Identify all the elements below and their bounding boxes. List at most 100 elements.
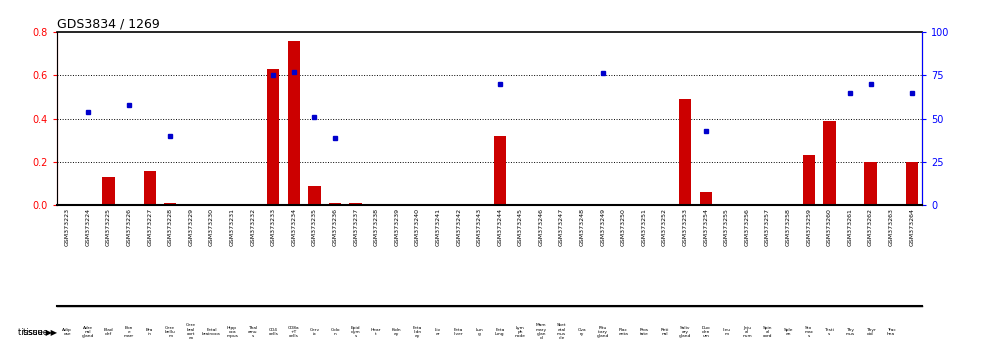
- Text: Thy
mus: Thy mus: [845, 328, 854, 336]
- Bar: [288, 41, 300, 205]
- Text: GSM373258: GSM373258: [785, 209, 790, 246]
- Text: Bon
e
marr: Bon e marr: [124, 326, 134, 338]
- Text: GSM373261: GSM373261: [847, 209, 852, 246]
- Text: GSM373241: GSM373241: [435, 209, 440, 246]
- Text: GSM373245: GSM373245: [518, 209, 523, 246]
- Text: Cere
bral
cort
ex: Cere bral cort ex: [186, 324, 196, 340]
- Text: GSM373226: GSM373226: [127, 209, 132, 246]
- Text: GSM373237: GSM373237: [353, 209, 358, 246]
- Text: GSM373249: GSM373249: [601, 209, 606, 246]
- Text: GSM373263: GSM373263: [889, 209, 894, 246]
- Text: GSM373248: GSM373248: [580, 209, 585, 246]
- Text: GDS3834 / 1269: GDS3834 / 1269: [57, 18, 160, 31]
- Bar: [823, 121, 836, 205]
- Text: GSM373246: GSM373246: [539, 209, 544, 246]
- Text: GSM373243: GSM373243: [477, 209, 482, 246]
- Text: Cere
bellu
m: Cere bellu m: [165, 326, 176, 338]
- Text: Plac
enta: Plac enta: [618, 328, 628, 336]
- Bar: [144, 171, 156, 205]
- Text: GSM373232: GSM373232: [251, 209, 256, 246]
- Text: GSM373239: GSM373239: [394, 209, 399, 246]
- Text: GSM373247: GSM373247: [559, 209, 564, 246]
- Text: Jeju
al
num: Jeju al num: [742, 326, 752, 338]
- Text: GSM373229: GSM373229: [189, 209, 194, 246]
- Text: GSM373233: GSM373233: [270, 209, 276, 246]
- Text: Spin
al
cord: Spin al cord: [763, 326, 773, 338]
- Text: GSM373256: GSM373256: [744, 209, 749, 246]
- Text: GSM373244: GSM373244: [497, 209, 502, 246]
- Bar: [102, 177, 115, 205]
- Text: Thyr
oid: Thyr oid: [866, 328, 876, 336]
- Bar: [350, 203, 362, 205]
- Text: Reti
nal: Reti nal: [661, 328, 668, 336]
- Text: tissue ▶: tissue ▶: [18, 327, 52, 336]
- Text: Sto
mac
s: Sto mac s: [804, 326, 813, 338]
- Bar: [329, 203, 341, 205]
- Text: Feta
liver: Feta liver: [454, 328, 463, 336]
- Text: GSM373234: GSM373234: [291, 209, 296, 246]
- Text: GSM373231: GSM373231: [230, 209, 235, 246]
- Text: Hear
t: Hear t: [371, 328, 381, 336]
- Text: Feta
lung: Feta lung: [495, 328, 504, 336]
- Text: GSM373225: GSM373225: [106, 209, 111, 246]
- Text: Saliv
ary
gland: Saliv ary gland: [679, 326, 691, 338]
- Text: Lym
ph
node: Lym ph node: [515, 326, 526, 338]
- Bar: [267, 69, 279, 205]
- Text: GSM373253: GSM373253: [683, 209, 688, 246]
- Text: Trac
hea: Trac hea: [887, 328, 896, 336]
- Text: Ileu
m: Ileu m: [723, 328, 730, 336]
- Text: Epid
dym
s: Epid dym s: [351, 326, 361, 338]
- Text: GSM373259: GSM373259: [806, 209, 811, 246]
- Bar: [309, 186, 320, 205]
- Text: Bra
in: Bra in: [146, 328, 153, 336]
- Text: Pros
tate: Pros tate: [640, 328, 649, 336]
- Text: Colo
n: Colo n: [330, 328, 340, 336]
- Text: GSM373224: GSM373224: [86, 209, 90, 246]
- Text: Sple
en: Sple en: [783, 328, 793, 336]
- Bar: [164, 203, 177, 205]
- Text: GSM373250: GSM373250: [621, 209, 626, 246]
- Text: GSM373257: GSM373257: [765, 209, 770, 246]
- Text: Thal
amu
s: Thal amu s: [248, 326, 258, 338]
- Text: GSM373242: GSM373242: [456, 209, 461, 246]
- Text: Cerv
ix: Cerv ix: [310, 328, 319, 336]
- Text: GSM373260: GSM373260: [827, 209, 832, 246]
- Text: GSM373238: GSM373238: [374, 209, 378, 246]
- Text: Fetal
brainoca: Fetal brainoca: [202, 328, 221, 336]
- Bar: [802, 155, 815, 205]
- Text: GSM373262: GSM373262: [868, 209, 873, 246]
- Text: Ova
ry: Ova ry: [578, 328, 587, 336]
- Text: tissue ▶: tissue ▶: [23, 327, 57, 336]
- Text: GSM373240: GSM373240: [415, 209, 420, 246]
- Text: GSM373251: GSM373251: [642, 209, 647, 246]
- Text: Adip
ose: Adip ose: [63, 328, 72, 336]
- Text: Feta
lidn
ey: Feta lidn ey: [413, 326, 422, 338]
- Text: GSM373227: GSM373227: [147, 209, 152, 246]
- Text: Pitu
itary
gland: Pitu itary gland: [597, 326, 609, 338]
- Text: Kidn
ey: Kidn ey: [392, 328, 402, 336]
- Text: CD4
cells: CD4 cells: [268, 328, 278, 336]
- Text: GSM373235: GSM373235: [312, 209, 317, 246]
- Text: Lun
g: Lun g: [476, 328, 483, 336]
- Text: GSM373223: GSM373223: [65, 209, 70, 246]
- Bar: [864, 162, 877, 205]
- Bar: [679, 99, 691, 205]
- Text: Mam
mary
glan
d: Mam mary glan d: [536, 324, 547, 340]
- Text: GSM373236: GSM373236: [332, 209, 337, 246]
- Bar: [905, 162, 918, 205]
- Text: GSM373254: GSM373254: [703, 209, 709, 246]
- Text: GSM373252: GSM373252: [663, 209, 667, 246]
- Bar: [493, 136, 506, 205]
- Text: Adre
nal
gland: Adre nal gland: [82, 326, 94, 338]
- Bar: [700, 192, 712, 205]
- Text: GSM373228: GSM373228: [168, 209, 173, 246]
- Text: GSM373230: GSM373230: [209, 209, 214, 246]
- Text: CD8a
+T
cells: CD8a +T cells: [288, 326, 300, 338]
- Text: GSM373255: GSM373255: [723, 209, 728, 246]
- Text: Duo
den
um: Duo den um: [702, 326, 710, 338]
- Text: Blad
def: Blad def: [103, 328, 113, 336]
- Text: GSM373264: GSM373264: [909, 209, 914, 246]
- Text: Testi
s: Testi s: [825, 328, 835, 336]
- Text: Liv
er: Liv er: [434, 328, 441, 336]
- Text: Hipp
oca
mpus: Hipp oca mpus: [226, 326, 238, 338]
